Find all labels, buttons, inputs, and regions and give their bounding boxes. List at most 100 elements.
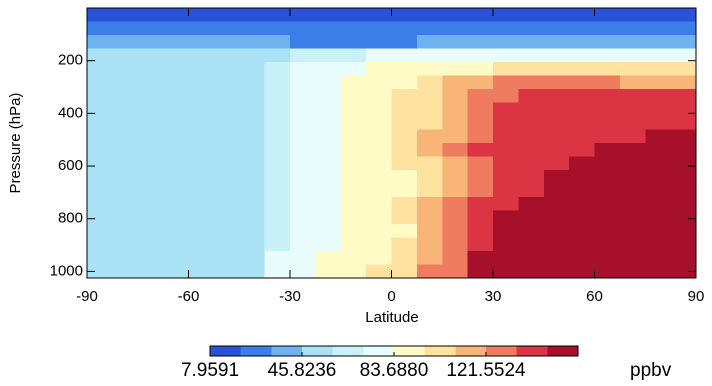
heatmap-cell bbox=[112, 143, 139, 158]
heatmap-cell bbox=[213, 75, 240, 90]
colorbar-swatch bbox=[271, 346, 303, 356]
heatmap-cell bbox=[442, 170, 469, 185]
heatmap-cell bbox=[163, 143, 190, 158]
heatmap-cell bbox=[290, 35, 316, 50]
heatmap-cell bbox=[163, 48, 190, 63]
heatmap-cell bbox=[467, 129, 494, 144]
heatmap-cell bbox=[239, 35, 266, 50]
heatmap-cell bbox=[137, 170, 164, 185]
heatmap-cell bbox=[366, 224, 393, 239]
heatmap-cell bbox=[264, 8, 291, 23]
heatmap-cell bbox=[569, 183, 596, 198]
heatmap-cell bbox=[619, 224, 646, 239]
heatmap-cell bbox=[366, 143, 393, 158]
heatmap-cell bbox=[467, 116, 494, 131]
heatmap-cell bbox=[518, 197, 545, 212]
heatmap-cell bbox=[518, 143, 545, 158]
colorbar-tick-label: 83.6880 bbox=[360, 360, 429, 381]
heatmap-cell bbox=[645, 116, 672, 131]
heatmap-cell bbox=[569, 35, 596, 50]
heatmap-cell bbox=[163, 8, 190, 23]
heatmap-cell bbox=[290, 170, 316, 185]
heatmap-cell bbox=[315, 143, 342, 158]
heatmap-cell bbox=[645, 75, 672, 90]
y-tick-label: 200 bbox=[58, 52, 83, 69]
heatmap-cell bbox=[315, 62, 342, 77]
heatmap-cell bbox=[493, 197, 519, 212]
heatmap-cell bbox=[518, 210, 545, 225]
heatmap-cell bbox=[645, 62, 672, 77]
heatmap-cell bbox=[239, 237, 266, 252]
heatmap-cell bbox=[416, 210, 443, 225]
heatmap-cell bbox=[569, 251, 596, 266]
heatmap-cell bbox=[239, 8, 266, 23]
y-tick-label: 400 bbox=[58, 104, 83, 121]
heatmap-cell bbox=[137, 102, 164, 117]
heatmap-cell bbox=[137, 21, 164, 36]
heatmap-cell bbox=[213, 102, 240, 117]
heatmap-cell bbox=[213, 197, 240, 212]
heatmap-cell bbox=[518, 183, 545, 198]
heatmap-cell bbox=[518, 156, 545, 171]
x-axis-label: Latitude bbox=[365, 309, 418, 326]
heatmap-cell bbox=[87, 35, 113, 50]
heatmap-cell bbox=[163, 156, 190, 171]
heatmap-cell bbox=[619, 8, 646, 23]
heatmap-cell bbox=[112, 224, 139, 239]
heatmap-cell bbox=[670, 264, 697, 279]
heatmap-cell bbox=[366, 21, 393, 36]
heatmap-cell bbox=[188, 143, 215, 158]
heatmap-cell bbox=[87, 264, 113, 279]
heatmap-cell bbox=[137, 129, 164, 144]
heatmap-cell bbox=[340, 210, 367, 225]
heatmap-cell bbox=[594, 89, 621, 104]
heatmap-cell bbox=[112, 251, 139, 266]
heatmap-cell bbox=[366, 251, 393, 266]
heatmap-cell bbox=[163, 237, 190, 252]
heatmap-cell bbox=[619, 75, 646, 90]
heatmap-cell bbox=[619, 48, 646, 63]
y-tick-label: 1000 bbox=[50, 262, 83, 279]
heatmap-cell bbox=[391, 210, 418, 225]
heatmap-cell bbox=[315, 116, 342, 131]
heatmap-cell bbox=[670, 116, 697, 131]
heatmap-cell bbox=[366, 156, 393, 171]
heatmap-cell bbox=[290, 75, 316, 90]
colorbar-swatch bbox=[486, 346, 518, 356]
heatmap-cell bbox=[340, 264, 367, 279]
heatmap-cell bbox=[315, 48, 342, 63]
heatmap-cell bbox=[188, 48, 215, 63]
heatmap-cell bbox=[569, 48, 596, 63]
heatmap-cell bbox=[543, 21, 570, 36]
heatmap-cell bbox=[493, 156, 519, 171]
heatmap-cell bbox=[163, 89, 190, 104]
heatmap-cell bbox=[416, 156, 443, 171]
heatmap-cell bbox=[670, 75, 697, 90]
heatmap-cell bbox=[188, 264, 215, 279]
heatmap-cell bbox=[137, 183, 164, 198]
heatmap-cell bbox=[366, 89, 393, 104]
colorbar-swatch bbox=[363, 346, 395, 356]
heatmap-cell bbox=[670, 183, 697, 198]
heatmap-cell bbox=[518, 264, 545, 279]
heatmap-cell bbox=[213, 156, 240, 171]
heatmap-cell bbox=[87, 89, 113, 104]
heatmap-cell bbox=[493, 75, 519, 90]
heatmap-cell bbox=[239, 197, 266, 212]
heatmap-cell bbox=[239, 224, 266, 239]
heatmap-cell bbox=[163, 129, 190, 144]
heatmap-cell bbox=[670, 89, 697, 104]
heatmap-cell bbox=[442, 183, 469, 198]
heatmap-cell bbox=[290, 102, 316, 117]
heatmap-cell bbox=[594, 102, 621, 117]
heatmap-cell bbox=[366, 210, 393, 225]
heatmap-cell bbox=[645, 237, 672, 252]
heatmap-cell bbox=[188, 224, 215, 239]
heatmap-cell bbox=[543, 48, 570, 63]
heatmap-cell bbox=[290, 143, 316, 158]
heatmap-cell bbox=[340, 89, 367, 104]
heatmap-cell bbox=[239, 210, 266, 225]
heatmap-cell bbox=[442, 116, 469, 131]
